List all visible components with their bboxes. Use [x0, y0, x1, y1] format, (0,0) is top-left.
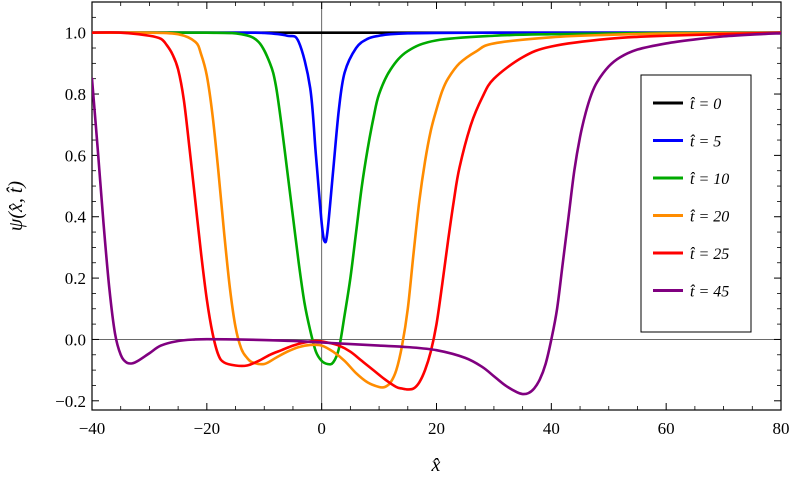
series-line-4 — [92, 31, 781, 391]
ticks — [91, 2, 782, 410]
y-tick-label: 0.6 — [65, 146, 86, 165]
tick-labels: −40 −20 0 20 40 60 80 −0.2 0.0 0.2 0.4 0.6 0.8 1.0 — [55, 24, 789, 438]
y-tick-label: 0.0 — [65, 330, 86, 349]
x-tick-label: −40 — [79, 419, 106, 438]
series-line-3 — [92, 31, 781, 389]
x-tick-label: 60 — [658, 419, 675, 438]
x-tick-label: 40 — [543, 419, 560, 438]
legend-label: t̂ = 5 — [690, 133, 721, 150]
x-axis-title: x̂ — [431, 454, 441, 476]
y-tick-label: 0.2 — [65, 269, 86, 288]
x-tick-label: −20 — [194, 419, 221, 438]
legend-label: t̂ = 0 — [690, 96, 721, 113]
y-axis-title: ψ(x̂, t̂) — [5, 181, 27, 232]
legend: t̂ = 0 t̂ = 5 t̂ = 10 t̂ = 20 t̂ = 25 t̂ = 45 — [640, 74, 752, 333]
y-tick-label: 0.8 — [65, 85, 86, 104]
y-tick-label: −0.2 — [55, 392, 86, 411]
legend-label: t̂ = 10 — [690, 171, 729, 188]
x-tick-label: 0 — [317, 419, 326, 438]
series-line-2 — [92, 31, 781, 366]
x-tick-label: 80 — [773, 419, 790, 438]
legend-label: t̂ = 25 — [690, 246, 729, 263]
x-tick-label: 20 — [428, 419, 445, 438]
legend-label: t̂ = 45 — [690, 283, 729, 300]
series-line-5 — [92, 31, 781, 396]
y-tick-label: 1.0 — [65, 24, 86, 43]
legend-label: t̂ = 20 — [690, 208, 729, 225]
series-line-1 — [92, 31, 781, 244]
series-lines — [92, 31, 781, 396]
y-tick-label: 0.4 — [65, 208, 87, 227]
